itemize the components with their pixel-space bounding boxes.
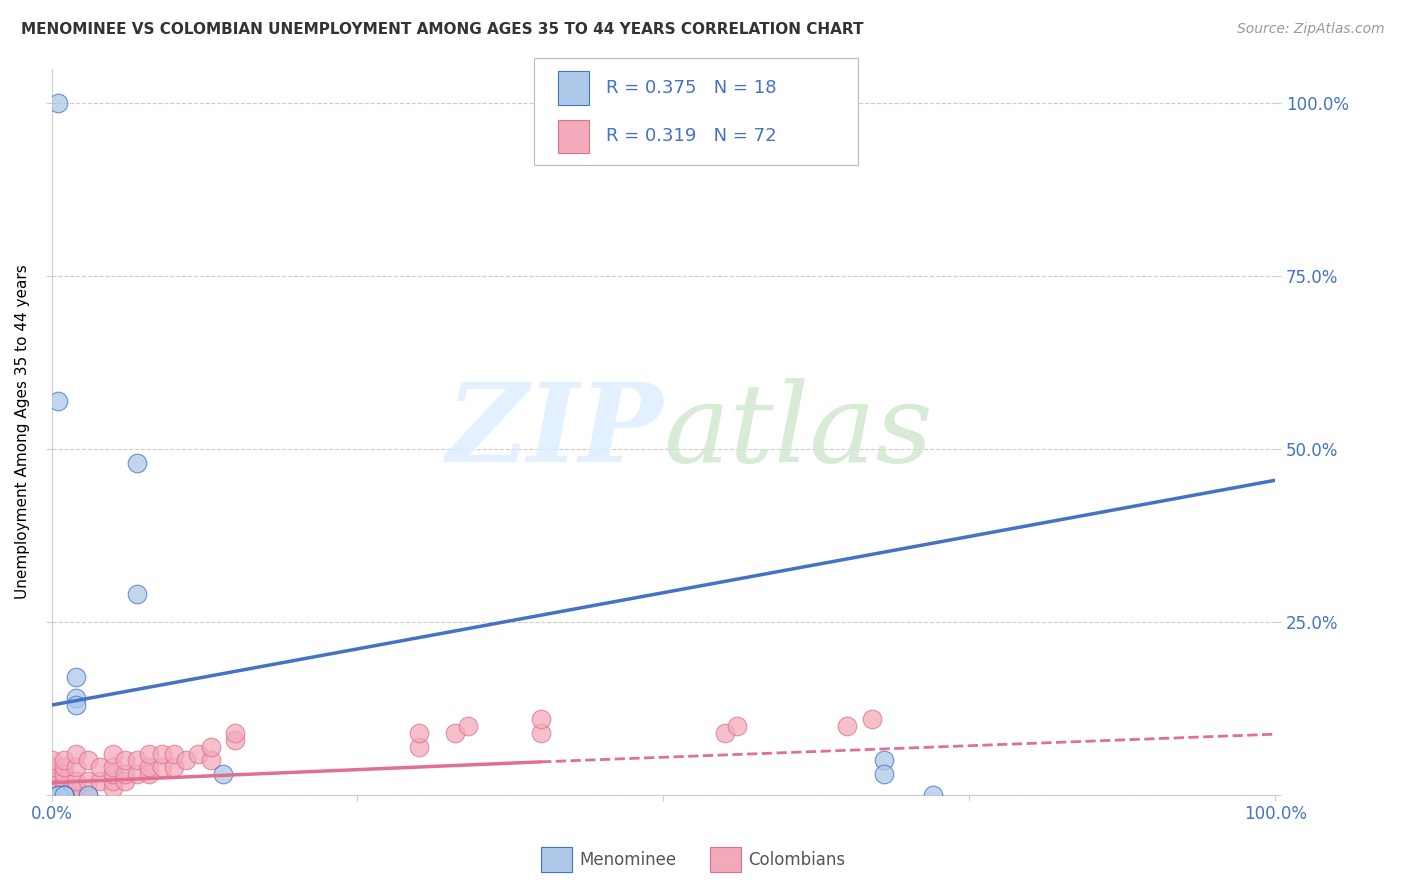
Point [41,788,63,802]
Point [101,781,124,796]
Point [150,747,173,761]
Point [150,760,173,774]
Point [224,726,246,740]
Point [114,754,136,768]
Point [77,774,100,789]
Point [530,726,553,740]
Point [200,739,222,754]
Point [41,788,63,802]
Point [41,788,63,802]
Point [52,781,75,796]
Text: Colombians: Colombians [748,851,845,869]
Point [174,754,197,768]
Point [89,774,111,789]
Point [41,788,63,802]
Point [41,788,63,802]
Point [101,747,124,761]
Point [212,767,235,781]
Point [873,754,896,768]
Point [52,788,75,802]
Point [408,739,430,754]
Point [89,760,111,774]
Point [725,719,748,733]
Point [873,767,896,781]
Point [444,726,467,740]
Point [65,698,87,712]
Point [138,760,160,774]
Text: Menominee: Menominee [579,851,676,869]
Point [530,712,553,726]
Point [52,781,75,796]
Point [52,760,75,774]
Point [114,774,136,789]
Text: R = 0.375   N = 18: R = 0.375 N = 18 [606,79,776,97]
Point [127,456,149,470]
Point [46,96,69,111]
Point [52,774,75,789]
Point [835,719,858,733]
Point [101,760,124,774]
Point [41,767,63,781]
Point [41,788,63,802]
Point [52,788,75,802]
Text: R = 0.319   N = 72: R = 0.319 N = 72 [606,128,776,145]
Point [187,747,209,761]
Point [127,767,149,781]
Text: ZIP: ZIP [447,378,664,485]
Point [65,781,87,796]
Point [52,767,75,781]
Point [77,754,100,768]
Point [860,712,883,726]
Point [65,747,87,761]
Point [127,587,149,601]
Point [65,691,87,706]
Point [65,788,87,802]
Point [41,767,63,781]
Text: atlas: atlas [664,378,934,485]
Point [138,767,160,781]
Point [65,670,87,684]
Point [101,767,124,781]
Point [41,760,63,774]
Point [65,760,87,774]
Point [52,788,75,802]
Point [52,754,75,768]
Point [46,788,69,802]
Point [163,747,186,761]
Text: MENOMINEE VS COLOMBIAN UNEMPLOYMENT AMONG AGES 35 TO 44 YEARS CORRELATION CHART: MENOMINEE VS COLOMBIAN UNEMPLOYMENT AMON… [21,22,863,37]
Point [52,788,75,802]
Point [41,754,63,768]
Point [127,754,149,768]
Point [41,788,63,802]
Point [114,767,136,781]
Point [41,788,63,802]
Point [41,788,63,802]
Point [46,788,69,802]
Point [65,774,87,789]
Point [408,726,430,740]
Point [65,788,87,802]
Point [163,760,186,774]
Point [41,774,63,789]
Point [41,788,63,802]
Text: Source: ZipAtlas.com: Source: ZipAtlas.com [1237,22,1385,37]
Point [41,788,63,802]
Y-axis label: Unemployment Among Ages 35 to 44 years: Unemployment Among Ages 35 to 44 years [15,264,30,599]
Point [77,788,100,802]
Point [41,781,63,796]
Point [713,726,735,740]
Point [41,774,63,789]
Point [77,788,100,802]
Point [457,719,479,733]
Point [52,788,75,802]
Point [41,788,63,802]
Point [41,788,63,802]
Point [921,788,943,802]
Point [46,393,69,408]
Point [52,788,75,802]
Point [224,732,246,747]
Point [138,747,160,761]
Point [200,754,222,768]
Point [101,774,124,789]
